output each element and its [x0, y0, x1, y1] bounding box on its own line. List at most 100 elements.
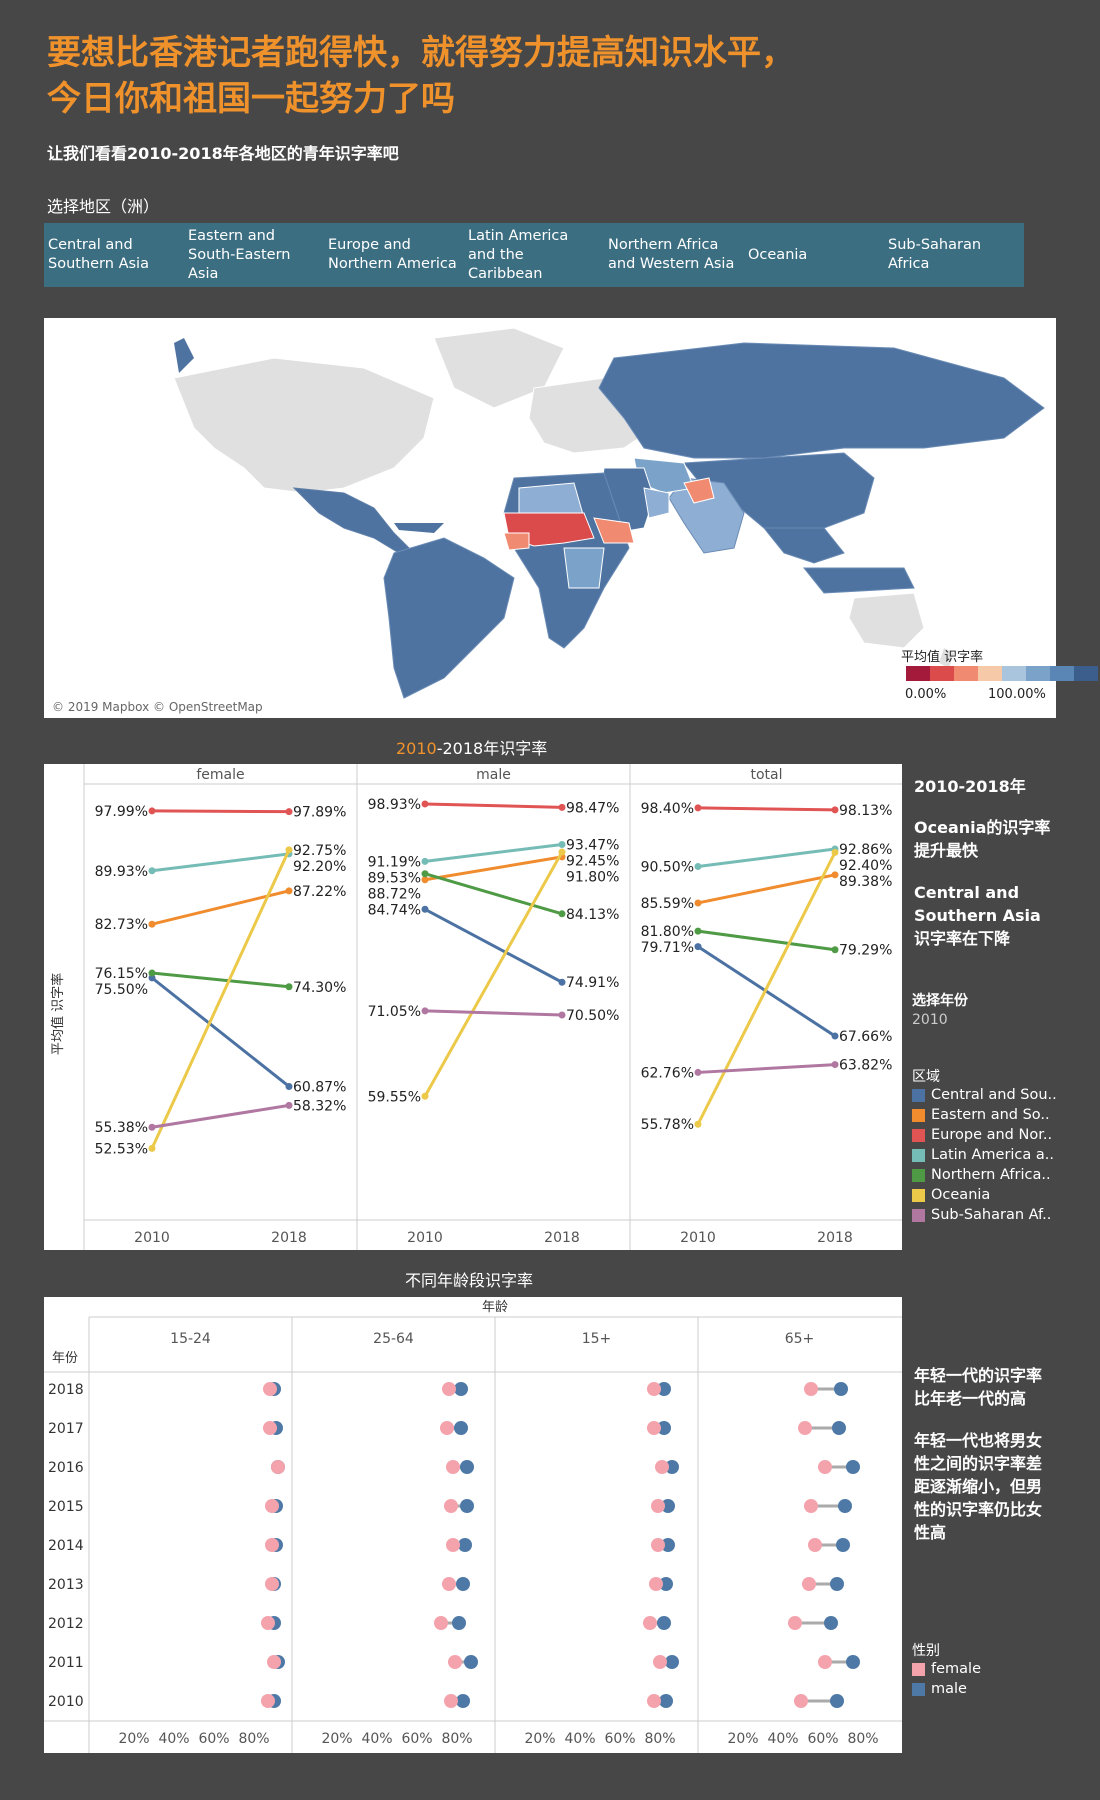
age-dumbbell[interactable]	[651, 1538, 675, 1552]
age-dot-male[interactable]	[846, 1655, 860, 1669]
region-legend-item-sub-saharan-africa[interactable]: Sub-Saharan Af..	[912, 1207, 1051, 1223]
age-dumbbell[interactable]	[446, 1538, 472, 1552]
slope-series-oceania[interactable]: 52.53% 92.75%	[95, 843, 347, 1158]
slope-series-sub-saharan-africa[interactable]: 71.05% 70.50%	[368, 1004, 620, 1024]
map-horn-of-africa[interactable]	[593, 517, 635, 544]
age-dumbbell[interactable]	[808, 1538, 850, 1552]
slope-point[interactable]	[148, 969, 156, 977]
slope-series-northern-africa-and-western-asia[interactable]: 76.15% 74.30%	[95, 966, 347, 996]
map-afghanistan[interactable]	[683, 477, 715, 504]
region-button-central-southern-asia[interactable]: Central and Southern Asia	[48, 237, 149, 272]
age-dot-male[interactable]	[832, 1421, 846, 1435]
slope-point[interactable]	[148, 1123, 156, 1131]
age-dumbbell[interactable]	[267, 1655, 285, 1669]
region-button-eastern-southeastern-asia[interactable]: Eastern and South-Eastern Asia	[188, 227, 291, 282]
age-dot-female[interactable]	[442, 1382, 456, 1396]
slope-series-eastern-and-south-eastern-asia[interactable]: 88.72% 91.80%	[368, 853, 620, 902]
age-dumbbell[interactable]	[444, 1694, 470, 1708]
slope-point[interactable]	[421, 800, 429, 808]
region-button-sub-saharan-africa[interactable]: Sub-Saharan Africa	[888, 237, 982, 272]
slope-point[interactable]	[694, 804, 702, 812]
map-north-america[interactable]	[173, 357, 435, 494]
age-dumbbell[interactable]	[788, 1616, 838, 1630]
slope-point[interactable]	[831, 806, 839, 814]
region-legend-item-eastern-and-south-eastern-asia[interactable]: Eastern and So..	[912, 1107, 1050, 1123]
age-dot-male[interactable]	[665, 1655, 679, 1669]
slope-series-europe-and-northern-america[interactable]: 97.99% 97.89%	[95, 804, 347, 821]
slope-series-latin-america-and-the-caribbean[interactable]: 89.93% 92.20%	[95, 850, 347, 880]
slope-point[interactable]	[285, 808, 293, 816]
slope-series-oceania[interactable]: 59.55% 92.45%	[368, 848, 620, 1106]
age-dumbbell[interactable]	[444, 1499, 474, 1513]
age-dumbbell[interactable]	[434, 1616, 466, 1630]
age-dot-male[interactable]	[846, 1460, 860, 1474]
age-dot-female[interactable]	[651, 1538, 665, 1552]
age-dot-female[interactable]	[440, 1421, 454, 1435]
age-dumbbell[interactable]	[448, 1655, 478, 1669]
age-dumbbell[interactable]	[804, 1382, 848, 1396]
map-central-africa[interactable]	[563, 547, 605, 589]
age-dot-female[interactable]	[794, 1694, 808, 1708]
map-caribbean[interactable]	[394, 523, 444, 533]
age-dot-female[interactable]	[804, 1382, 818, 1396]
age-dumbbell[interactable]	[271, 1460, 285, 1474]
age-dot-female[interactable]	[267, 1655, 281, 1669]
age-dumbbell[interactable]	[651, 1499, 675, 1513]
age-dot-female[interactable]	[655, 1460, 669, 1474]
slope-point[interactable]	[421, 857, 429, 865]
slope-series-sub-saharan-africa[interactable]: 55.38% 58.32%	[95, 1098, 347, 1136]
slope-point[interactable]	[558, 803, 566, 811]
age-dot-female[interactable]	[818, 1655, 832, 1669]
slope-series-central-and-southern-asia[interactable]: 75.50% 60.87%	[95, 974, 347, 1095]
age-dumbbell[interactable]	[265, 1499, 283, 1513]
age-dumbbell[interactable]	[643, 1616, 671, 1630]
age-dumbbell[interactable]	[261, 1694, 281, 1708]
age-dot-male[interactable]	[659, 1694, 673, 1708]
slope-series-northern-africa-and-western-asia[interactable]: 89.53% 84.13%	[368, 870, 620, 923]
slope-point[interactable]	[421, 1092, 429, 1100]
age-dot-female[interactable]	[651, 1499, 665, 1513]
age-dot-male[interactable]	[464, 1655, 478, 1669]
slope-point[interactable]	[421, 905, 429, 913]
map-west-africa[interactable]	[503, 532, 530, 551]
gender-legend-item-female[interactable]: female	[912, 1661, 981, 1677]
slope-point[interactable]	[285, 1082, 293, 1090]
age-dot-male[interactable]	[458, 1538, 472, 1552]
age-dot-male[interactable]	[661, 1538, 675, 1552]
age-dot-male[interactable]	[836, 1538, 850, 1552]
slope-point[interactable]	[148, 807, 156, 815]
age-dot-male[interactable]	[661, 1499, 675, 1513]
slope-point[interactable]	[831, 871, 839, 879]
age-dot-female[interactable]	[649, 1577, 663, 1591]
region-legend-item-northern-africa-and-western-asia[interactable]: Northern Africa..	[912, 1167, 1051, 1183]
slope-series-central-and-southern-asia[interactable]: 84.74% 74.91%	[368, 902, 620, 991]
age-dot-male[interactable]	[834, 1382, 848, 1396]
age-dumbbell[interactable]	[261, 1616, 281, 1630]
slope-series-europe-and-northern-america[interactable]: 98.93% 98.47%	[368, 797, 620, 816]
age-dot-female[interactable]	[261, 1694, 275, 1708]
slope-point[interactable]	[148, 974, 156, 982]
age-dot-female[interactable]	[818, 1460, 832, 1474]
slope-point[interactable]	[694, 863, 702, 871]
age-dumbbell[interactable]	[265, 1577, 281, 1591]
slope-point[interactable]	[558, 910, 566, 918]
age-dot-female[interactable]	[265, 1577, 279, 1591]
region-button-latin-america-caribbean[interactable]: Latin America and the Caribbean	[468, 227, 569, 282]
map-south-america[interactable]	[383, 537, 515, 699]
slope-point[interactable]	[694, 899, 702, 907]
slope-point[interactable]	[694, 943, 702, 951]
region-legend-item-oceania[interactable]: Oceania	[912, 1187, 990, 1203]
map-australia[interactable]	[848, 592, 925, 649]
age-dot-female[interactable]	[798, 1421, 812, 1435]
age-dot-female[interactable]	[444, 1694, 458, 1708]
age-dot-female[interactable]	[653, 1655, 667, 1669]
slope-series-europe-and-northern-america[interactable]: 98.40% 98.13%	[641, 801, 893, 819]
age-dumbbell[interactable]	[442, 1382, 468, 1396]
age-dumbbell[interactable]	[653, 1655, 679, 1669]
slope-point[interactable]	[558, 840, 566, 848]
slope-point[interactable]	[285, 846, 293, 854]
age-dot-male[interactable]	[452, 1616, 466, 1630]
age-dumbbell[interactable]	[655, 1460, 679, 1474]
slope-point[interactable]	[558, 848, 566, 856]
age-dot-male[interactable]	[657, 1382, 671, 1396]
